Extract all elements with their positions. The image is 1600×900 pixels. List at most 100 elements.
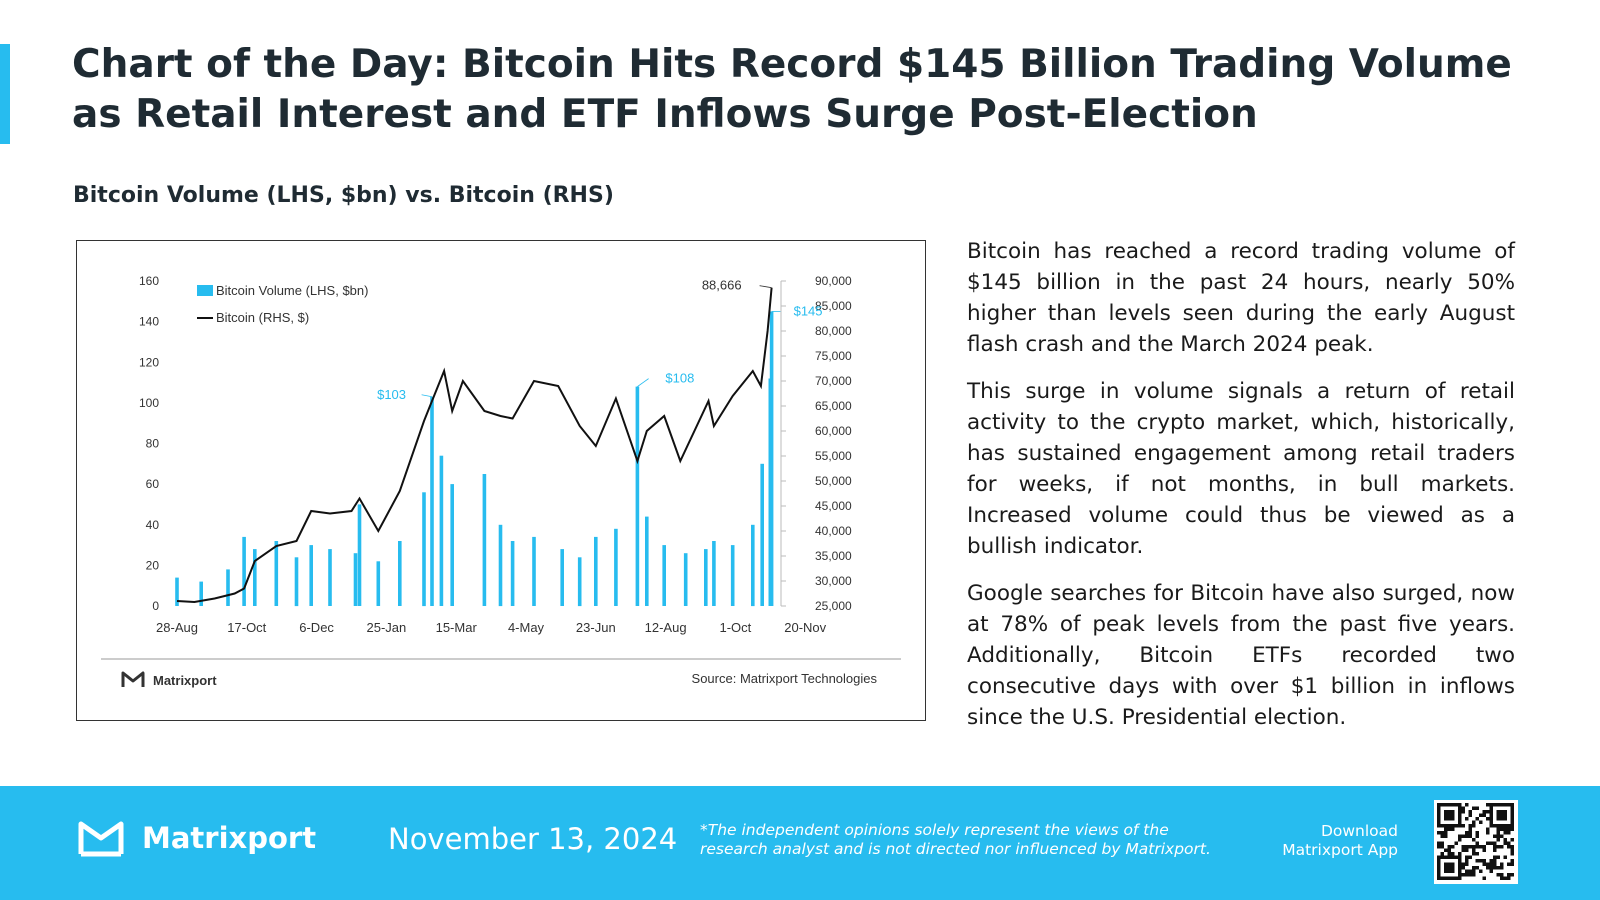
qr-module <box>1482 862 1486 866</box>
qr-module <box>1472 845 1476 849</box>
qr-module <box>1447 827 1451 831</box>
volume-bar <box>175 577 179 606</box>
qr-module <box>1458 834 1462 838</box>
volume-bar <box>226 569 230 606</box>
volume-bar <box>439 455 444 606</box>
volume-bar <box>532 536 536 606</box>
volume-bar <box>683 553 688 606</box>
qr-module <box>1447 852 1451 856</box>
left-axis-tick-label: 80 <box>146 437 160 451</box>
footer-disclaimer: *The independent opinions solely represe… <box>700 821 1211 858</box>
qr-module <box>1451 845 1455 849</box>
qr-module <box>1482 813 1486 817</box>
qr-module <box>1437 845 1441 849</box>
left-axis-tick-label: 60 <box>146 477 160 491</box>
qr-module <box>1444 848 1448 852</box>
qr-module <box>1468 869 1472 873</box>
page-title: Chart of the Day: Bitcoin Hits Record $1… <box>72 42 1512 137</box>
qr-code-icon[interactable] <box>1434 800 1518 884</box>
qr-module <box>1507 831 1511 835</box>
qr-module <box>1475 852 1479 856</box>
volume-bar <box>662 545 666 606</box>
qr-module <box>1465 845 1469 849</box>
right-axis-tick-label: 45,000 <box>815 499 852 513</box>
volume-bar <box>422 492 426 607</box>
qr-module <box>1493 834 1497 838</box>
chart-annotations: $103 $108 $145 88,666 <box>377 278 822 402</box>
chart-svg: 0 20 40 60 80 100 120 140 160 25,000 30,000 35,000… <box>101 274 901 688</box>
qr-module <box>1482 859 1486 863</box>
chart-brand: Matrixport <box>153 673 217 688</box>
volume-bar <box>560 549 564 606</box>
left-axis-tick-label: 100 <box>139 396 159 410</box>
download-app-link[interactable]: Download Matrixport App <box>1270 822 1398 860</box>
volume-bar <box>769 311 774 606</box>
qr-module <box>1465 862 1469 866</box>
qr-module <box>1500 845 1504 849</box>
footer: Matrixport November 13, 2024 *The indepe… <box>0 786 1600 900</box>
qr-module <box>1486 817 1490 821</box>
qr-module <box>1472 806 1476 810</box>
volume-bar <box>242 536 246 606</box>
qr-module <box>1465 817 1469 821</box>
volume-bar <box>430 396 434 606</box>
x-axis-tick-label: 6-Dec <box>299 620 334 635</box>
qr-module <box>1482 848 1486 852</box>
volume-bar <box>498 524 503 607</box>
qr-module <box>1472 838 1476 842</box>
volume-bar <box>294 557 299 607</box>
volume-bar <box>635 386 640 606</box>
right-axis-tick-label: 35,000 <box>815 549 852 563</box>
left-axis-tick-label: 120 <box>139 355 159 369</box>
annotation-label: $103 <box>377 387 406 402</box>
qr-module <box>1465 855 1469 859</box>
qr-module <box>1503 831 1507 835</box>
annotation-leader <box>759 285 772 289</box>
qr-module <box>1496 834 1500 838</box>
volume-bar <box>450 484 454 606</box>
qr-module <box>1465 834 1469 838</box>
qr-module <box>1475 806 1479 810</box>
qr-module <box>1440 841 1444 845</box>
qr-finder <box>1444 810 1455 821</box>
qr-module <box>1510 838 1514 842</box>
accent-bar <box>0 44 10 144</box>
right-axis-tick-label: 75,000 <box>815 349 852 363</box>
qr-module <box>1510 862 1514 866</box>
qr-module <box>1440 834 1444 838</box>
right-axis-tick-label: 50,000 <box>815 474 852 488</box>
qr-module <box>1493 859 1497 863</box>
qr-module <box>1493 866 1497 870</box>
qr-module <box>1479 859 1483 863</box>
qr-module <box>1486 827 1490 831</box>
qr-module <box>1440 831 1444 835</box>
right-axis-tick-label: 60,000 <box>815 424 852 438</box>
qr-module <box>1475 866 1479 870</box>
x-axis-tick-label: 4-May <box>508 620 545 635</box>
qr-module <box>1447 845 1451 849</box>
qr-module <box>1458 852 1462 856</box>
qr-module <box>1437 841 1441 845</box>
qr-module <box>1489 841 1493 845</box>
volume-bar <box>577 557 582 607</box>
qr-module <box>1500 876 1504 880</box>
download-line: Matrixport App <box>1282 841 1398 859</box>
qr-module <box>1486 831 1490 835</box>
qr-module <box>1510 827 1514 831</box>
qr-module <box>1440 845 1444 849</box>
qr-module <box>1479 813 1483 817</box>
qr-module <box>1507 845 1511 849</box>
qr-module <box>1458 838 1462 842</box>
left-axis-tick-label: 0 <box>152 599 159 613</box>
qr-module <box>1444 827 1448 831</box>
footer-logo: Matrixport <box>76 818 316 858</box>
qr-module <box>1496 866 1500 870</box>
x-axis-tick-label: 15-Mar <box>436 620 478 635</box>
body-text: Bitcoin has reached a record trading vol… <box>967 236 1515 749</box>
qr-module <box>1482 845 1486 849</box>
qr-module <box>1468 831 1472 835</box>
qr-module <box>1500 862 1504 866</box>
qr-module <box>1500 827 1504 831</box>
qr-module <box>1437 831 1441 835</box>
qr-module <box>1475 859 1479 863</box>
